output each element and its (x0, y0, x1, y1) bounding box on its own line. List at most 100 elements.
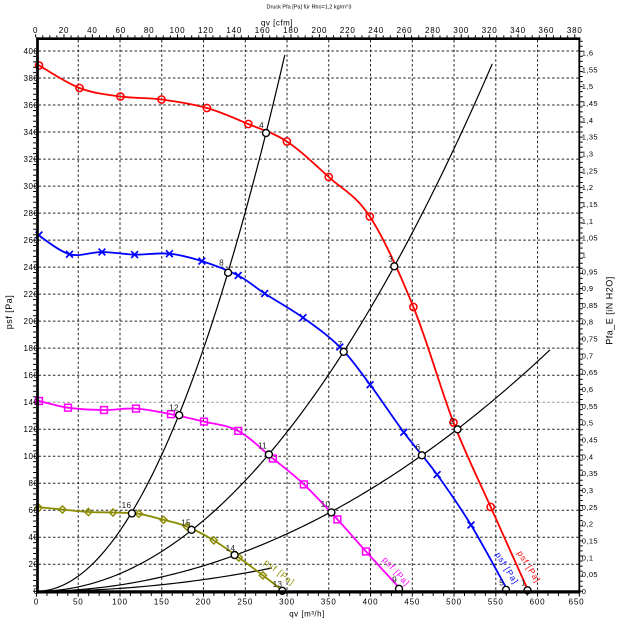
svg-text:0,3: 0,3 (582, 486, 594, 495)
svg-text:1,4: 1,4 (582, 116, 594, 125)
svg-text:200: 200 (311, 26, 327, 35)
svg-text:500: 500 (446, 598, 462, 607)
svg-text:0: 0 (34, 587, 39, 596)
svg-text:0,75: 0,75 (582, 335, 598, 344)
svg-text:1,5: 1,5 (582, 82, 594, 91)
svg-text:0,45: 0,45 (582, 436, 598, 445)
svg-text:16: 16 (122, 501, 132, 510)
svg-text:0,4: 0,4 (582, 452, 594, 461)
svg-text:140: 140 (23, 398, 38, 407)
svg-text:0,7: 0,7 (582, 351, 594, 360)
svg-text:qv [cfm]: qv [cfm] (261, 19, 293, 28)
svg-text:0,8: 0,8 (582, 318, 594, 327)
svg-text:0,6: 0,6 (582, 385, 594, 394)
svg-text:600: 600 (530, 598, 546, 607)
svg-text:1,55: 1,55 (582, 65, 598, 74)
svg-text:100: 100 (112, 598, 128, 607)
svg-text:380: 380 (23, 74, 38, 83)
svg-text:220: 220 (23, 290, 38, 299)
svg-text:200: 200 (23, 317, 38, 326)
svg-text:6: 6 (416, 443, 421, 452)
svg-text:250: 250 (237, 598, 253, 607)
svg-text:Druck Pfa [Pa] für Rho=1,2 kg/: Druck Pfa [Pa] für Rho=1,2 kg/m^3 (267, 5, 352, 11)
svg-text:Pfa_E [iN H2O]: Pfa_E [iN H2O] (605, 276, 615, 345)
svg-text:20: 20 (59, 26, 70, 35)
svg-text:9: 9 (392, 576, 397, 585)
svg-text:0,65: 0,65 (582, 368, 598, 377)
svg-text:11: 11 (258, 442, 267, 451)
svg-text:450: 450 (404, 598, 420, 607)
svg-text:0,95: 0,95 (582, 267, 598, 276)
svg-text:100: 100 (23, 452, 38, 461)
svg-text:5: 5 (499, 579, 504, 588)
svg-text:40: 40 (87, 26, 98, 35)
svg-text:380: 380 (567, 26, 583, 35)
svg-text:260: 260 (397, 26, 413, 35)
svg-text:150: 150 (154, 598, 170, 607)
svg-text:0,55: 0,55 (582, 402, 598, 411)
svg-text:240: 240 (368, 26, 384, 35)
svg-text:0,5: 0,5 (582, 419, 594, 428)
svg-text:3: 3 (388, 255, 393, 264)
svg-text:550: 550 (488, 598, 504, 607)
svg-text:1,05: 1,05 (582, 234, 598, 243)
svg-text:180: 180 (23, 344, 38, 353)
svg-text:350: 350 (321, 598, 337, 607)
svg-text:300: 300 (23, 182, 38, 191)
svg-text:220: 220 (340, 26, 356, 35)
svg-text:60: 60 (28, 506, 38, 515)
svg-text:0,05: 0,05 (582, 570, 598, 579)
svg-text:340: 340 (510, 26, 526, 35)
svg-text:1,3: 1,3 (582, 150, 594, 159)
svg-text:0,15: 0,15 (582, 536, 598, 545)
svg-text:160: 160 (255, 26, 271, 35)
svg-text:0: 0 (582, 587, 587, 596)
svg-text:20: 20 (28, 560, 38, 569)
svg-text:2: 2 (450, 417, 455, 426)
svg-text:1: 1 (582, 250, 587, 259)
svg-text:160: 160 (23, 371, 38, 380)
svg-text:80: 80 (144, 26, 155, 35)
svg-text:650: 650 (569, 598, 585, 607)
svg-text:qv [m³/h]: qv [m³/h] (289, 610, 325, 619)
svg-text:240: 240 (23, 263, 38, 272)
svg-text:360: 360 (538, 26, 554, 35)
svg-text:psf [Pa]: psf [Pa] (4, 295, 14, 330)
svg-text:1,2: 1,2 (582, 183, 594, 192)
svg-text:12: 12 (169, 404, 179, 413)
svg-text:50: 50 (73, 598, 84, 607)
svg-text:0: 0 (34, 598, 39, 607)
svg-text:300: 300 (453, 26, 469, 35)
svg-text:0,25: 0,25 (582, 503, 598, 512)
svg-text:1,35: 1,35 (582, 133, 598, 142)
svg-text:0,1: 0,1 (582, 553, 594, 562)
svg-text:4: 4 (259, 121, 264, 130)
svg-text:320: 320 (23, 155, 38, 164)
svg-text:0,35: 0,35 (582, 469, 598, 478)
svg-text:320: 320 (482, 26, 498, 35)
svg-text:0,85: 0,85 (582, 301, 598, 310)
svg-text:13: 13 (273, 580, 283, 589)
svg-text:260: 260 (23, 236, 38, 245)
svg-text:120: 120 (198, 26, 214, 35)
svg-text:280: 280 (425, 26, 441, 35)
svg-text:15: 15 (181, 519, 191, 528)
svg-text:300: 300 (279, 598, 295, 607)
svg-text:100: 100 (170, 26, 186, 35)
svg-text:0,9: 0,9 (582, 284, 594, 293)
svg-text:280: 280 (23, 209, 38, 218)
svg-text:60: 60 (115, 26, 126, 35)
svg-text:1,45: 1,45 (582, 99, 598, 108)
svg-text:120: 120 (23, 425, 38, 434)
svg-text:7: 7 (338, 340, 343, 349)
svg-text:0: 0 (33, 26, 38, 35)
svg-text:80: 80 (28, 479, 38, 488)
svg-text:360: 360 (23, 101, 38, 110)
svg-text:400: 400 (363, 598, 379, 607)
svg-text:180: 180 (283, 26, 299, 35)
svg-text:14: 14 (226, 544, 236, 553)
svg-text:1,15: 1,15 (582, 200, 598, 209)
svg-text:1,25: 1,25 (582, 166, 598, 175)
svg-text:1: 1 (521, 579, 526, 588)
svg-text:1,6: 1,6 (582, 49, 594, 58)
